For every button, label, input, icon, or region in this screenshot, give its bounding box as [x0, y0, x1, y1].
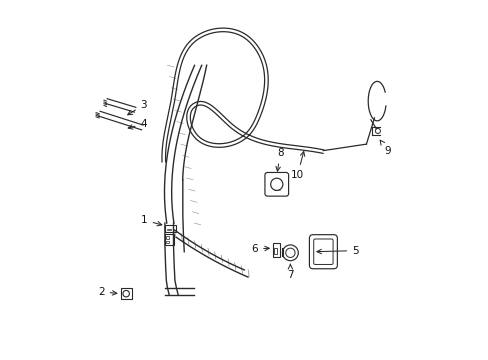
- Text: 2: 2: [98, 287, 117, 297]
- Text: 4: 4: [128, 119, 147, 129]
- Text: 3: 3: [127, 100, 147, 115]
- Bar: [273, 243, 279, 257]
- Text: 9: 9: [380, 140, 390, 156]
- Text: 1: 1: [141, 215, 162, 226]
- Bar: [166, 236, 169, 239]
- Text: 10: 10: [290, 152, 304, 180]
- Text: 7: 7: [286, 265, 293, 280]
- Bar: [164, 234, 174, 244]
- Bar: [121, 288, 131, 299]
- Text: 5: 5: [316, 246, 358, 256]
- Bar: [166, 240, 169, 243]
- Text: 8: 8: [275, 148, 283, 171]
- Bar: [274, 248, 277, 253]
- Text: 6: 6: [251, 244, 269, 254]
- Bar: [164, 225, 175, 232]
